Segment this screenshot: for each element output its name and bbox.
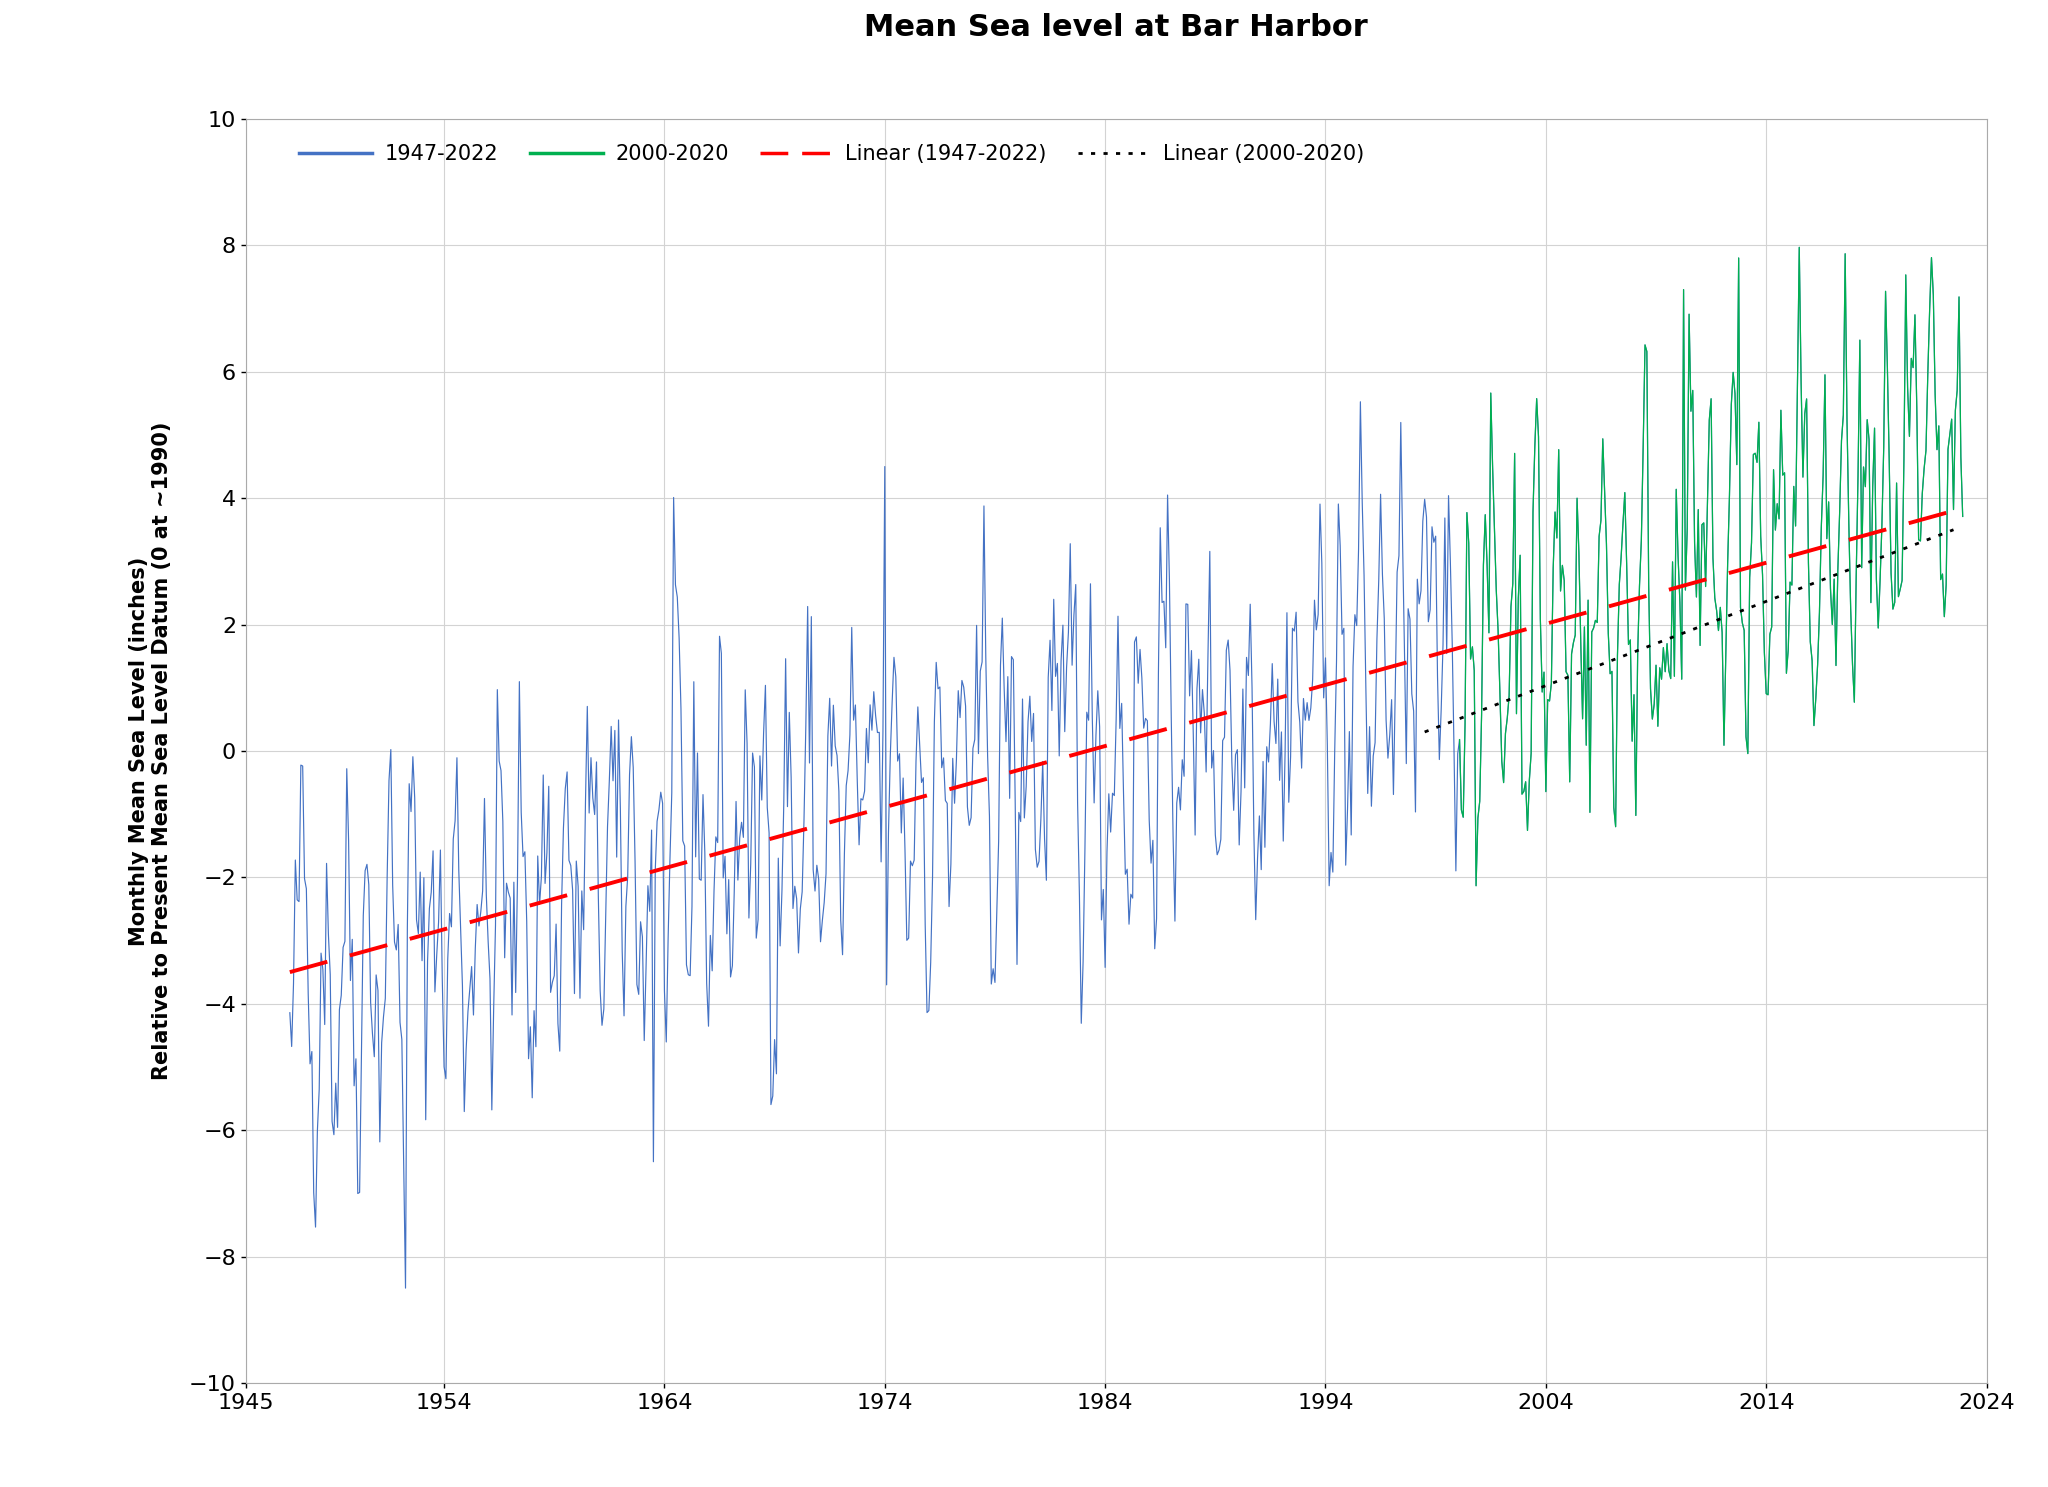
Title: Mean Sea level at Bar Harbor: Mean Sea level at Bar Harbor	[864, 12, 1368, 42]
Legend: 1947-2022, 2000-2020, Linear (1947-2022), Linear (2000-2020): 1947-2022, 2000-2020, Linear (1947-2022)…	[291, 135, 1372, 172]
Y-axis label: Monthly Mean Sea Level (inches)
Relative to Present Mean Sea Level Datum (0 at ~: Monthly Mean Sea Level (inches) Relative…	[129, 422, 172, 1080]
